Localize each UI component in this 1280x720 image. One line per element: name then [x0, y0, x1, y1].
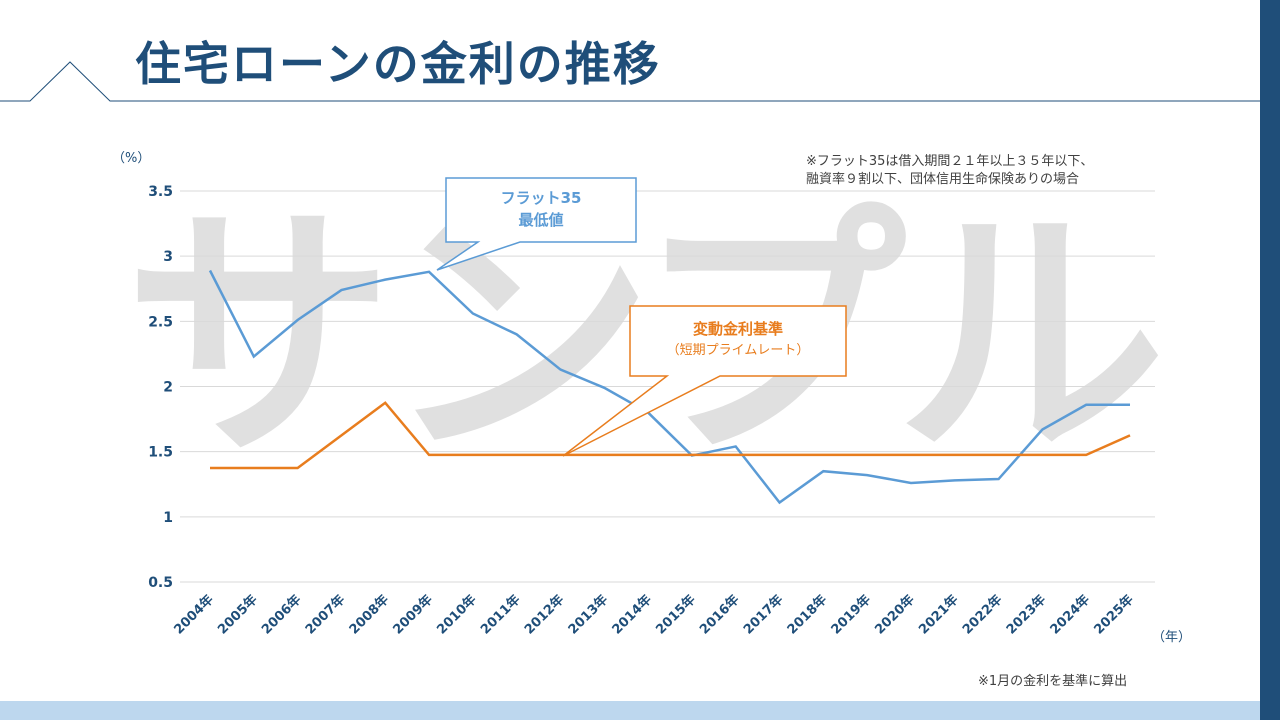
x-tick-label: 2013年 — [565, 592, 611, 638]
x-tick-label: 2004年 — [171, 592, 217, 638]
y-axis-unit: （%） — [112, 151, 150, 166]
x-tick-label: 2019年 — [828, 592, 874, 638]
x-tick-label: 2021年 — [915, 592, 961, 638]
x-tick-label: 2009年 — [390, 592, 436, 638]
y-tick-label: 0.5 — [148, 575, 173, 591]
x-tick-label: 2012年 — [521, 592, 567, 638]
y-tick-label: 3.5 — [148, 184, 173, 200]
x-tick-label: 2011年 — [477, 592, 523, 638]
flat35-line — [208, 269, 1130, 505]
variable-callout-label: 変動金利基準 （短期プライムレート） — [630, 318, 846, 362]
x-tick-label: 2014年 — [609, 592, 655, 638]
right-accent-bar — [1260, 0, 1280, 720]
legend-variable: 変動金利基準 — [692, 320, 783, 338]
note-line: 融資率９割以下、団体信用生命保険ありの場合 — [806, 172, 1080, 187]
x-tick-label: 2017年 — [740, 592, 786, 638]
x-tick-label: 2015年 — [653, 592, 699, 638]
x-tick-label: 2024年 — [1047, 592, 1093, 638]
x-tick-label: 2016年 — [696, 592, 742, 638]
x-tick-label: 2006年 — [258, 592, 304, 638]
legend-flat35-sub: 最低値 — [518, 211, 564, 229]
x-tick-label: 2008年 — [346, 592, 392, 638]
page-title: 住宅ローンの金利の推移 — [135, 37, 661, 91]
y-tick-label: 1.5 — [148, 445, 173, 461]
flat35-callout-box — [436, 177, 637, 271]
y-tick-label: 2.5 — [148, 314, 173, 330]
legend-flat35: フラット35 — [500, 189, 582, 207]
x-tick-label: 2010年 — [434, 592, 480, 638]
x-tick-label: 2022年 — [959, 592, 1005, 638]
flat35-condition-note: ※フラット35は借入期間２１年以上３５年以下、 融資率９割以下、団体信用生命保険… — [806, 153, 1093, 189]
x-tick-label: 2005年 — [215, 592, 261, 638]
bottom-accent-bar — [0, 701, 1260, 720]
y-tick-label: 3 — [163, 249, 173, 265]
calc-basis-note: ※1月の金利を基準に算出 — [978, 674, 1128, 689]
note-line: ※フラット35は借入期間２１年以上３５年以下、 — [806, 154, 1094, 169]
x-tick-label: 2025年 — [1091, 592, 1137, 638]
x-tick-label: 2020年 — [872, 592, 918, 638]
x-tick-label: 2023年 — [1003, 592, 1049, 638]
x-axis-unit: （年） — [1152, 630, 1191, 645]
legend-variable-sub: （短期プライムレート） — [666, 343, 810, 358]
flat35-callout-label: フラット35 最低値 — [446, 187, 636, 231]
y-tick-label: 2 — [163, 380, 173, 396]
x-tick-label: 2018年 — [784, 592, 830, 638]
x-tick-label: 2007年 — [302, 592, 348, 638]
variable-rate-line — [210, 401, 1131, 470]
variable-callout-box — [562, 305, 847, 457]
y-tick-label: 1 — [163, 510, 173, 526]
title-underline — [0, 61, 1260, 102]
